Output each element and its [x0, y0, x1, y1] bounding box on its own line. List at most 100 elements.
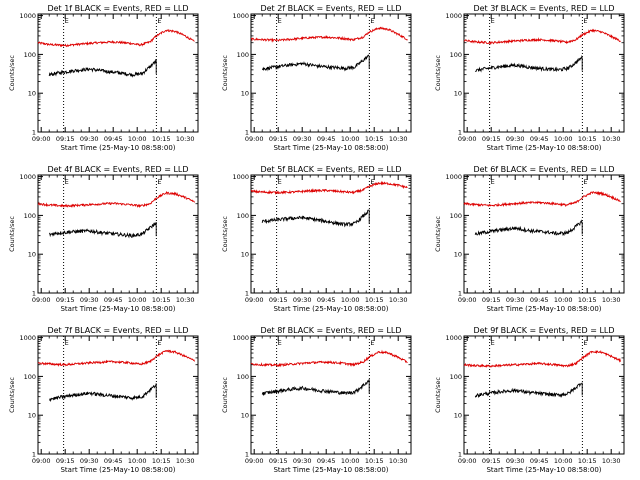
y-tick-label: 10: [28, 412, 36, 420]
y-tick-label: 100: [24, 51, 36, 59]
time-marker-label: E: [65, 17, 69, 25]
y-tick-label: 1000: [19, 12, 36, 20]
detector-panel-1: Det 1f BLACK = Events, RED = LLD 1 10 100 10…: [8, 4, 199, 152]
detector-panel-2: Det 2f BLACK = Events, RED = LLD 1 10 100 10…: [221, 4, 412, 152]
x-tick-label: 09:30: [293, 457, 312, 465]
y-tick-label: 100: [450, 373, 462, 381]
panel-title: Det 6f BLACK = Events, RED = LLD: [473, 165, 614, 174]
y-tick-label: 1000: [19, 173, 36, 181]
x-tick-label: 10:15: [152, 135, 171, 143]
x-axis-label: Start Time (25-May-10 08:58:00): [486, 466, 601, 474]
x-tick-label: 09:30: [293, 296, 312, 304]
detector-panel-9: Det 9f BLACK = Events, RED = LLD 1 10 100 10…: [434, 326, 625, 474]
panel-title: Det 1f BLACK = Events, RED = LLD: [47, 4, 188, 13]
x-tick-label: 09:15: [269, 457, 288, 465]
plot-frame: [250, 335, 412, 455]
x-axis-label: Start Time (25-May-10 08:58:00): [60, 144, 175, 152]
x-tick-label: 09:15: [269, 135, 288, 143]
plot-frame: [463, 335, 625, 455]
time-marker-label: E: [583, 178, 587, 186]
y-tick-label: 10: [241, 412, 249, 420]
x-tick-label: 10:00: [128, 135, 147, 143]
time-marker-label: E: [65, 339, 69, 347]
y-tick-label: 100: [237, 51, 249, 59]
y-axis-label: Counts/sec: [434, 377, 442, 413]
x-tick-label: 10:30: [176, 135, 195, 143]
series-lld-line: [37, 190, 195, 209]
series-events-line: [474, 54, 583, 73]
series-lld-line: [463, 190, 621, 208]
x-axis-label: Start Time (25-May-10 08:58:00): [60, 305, 175, 313]
x-tick-label: 10:00: [554, 296, 573, 304]
y-axis-label: Counts/sec: [434, 216, 442, 252]
series-lld-line: [250, 349, 408, 368]
y-tick-label: 1: [458, 129, 462, 137]
y-axis-label: Counts/sec: [8, 216, 16, 252]
y-tick-label: 1: [32, 451, 36, 459]
x-tick-label: 09:15: [482, 457, 501, 465]
x-tick-label: 09:00: [32, 457, 51, 465]
x-tick-label: 10:00: [341, 296, 360, 304]
x-tick-label: 10:30: [602, 457, 621, 465]
x-tick-label: 09:15: [56, 135, 75, 143]
y-tick-label: 100: [237, 373, 249, 381]
series-lld-line: [37, 349, 195, 367]
x-tick-label: 10:30: [176, 296, 195, 304]
x-tick-label: 10:15: [578, 296, 597, 304]
x-tick-label: 10:00: [128, 457, 147, 465]
panel-title: Det 8f BLACK = Events, RED = LLD: [260, 326, 401, 335]
x-tick-label: 09:30: [506, 296, 525, 304]
x-tick-label: 10:00: [554, 135, 573, 143]
y-tick-label: 1: [32, 290, 36, 298]
x-tick-label: 09:30: [80, 457, 99, 465]
x-tick-label: 09:00: [458, 457, 477, 465]
y-axis-label: Counts/sec: [8, 55, 16, 91]
x-tick-label: 10:30: [389, 135, 408, 143]
panel-title: Det 4f BLACK = Events, RED = LLD: [47, 165, 188, 174]
x-tick-label: 10:15: [152, 457, 171, 465]
y-tick-label: 1000: [445, 334, 462, 342]
plot-frame: [37, 335, 199, 455]
plot-frame: [463, 13, 625, 133]
plot-frame: [250, 13, 412, 133]
x-tick-label: 09:00: [245, 457, 264, 465]
time-marker-label: E: [583, 339, 587, 347]
x-tick-label: 09:00: [245, 135, 264, 143]
x-tick-label: 09:00: [32, 296, 51, 304]
panel-title: Det 9f BLACK = Events, RED = LLD: [473, 326, 614, 335]
time-marker-label: E: [370, 339, 374, 347]
detector-panel-8: Det 8f BLACK = Events, RED = LLD 1 10 100 10…: [221, 326, 412, 474]
y-tick-label: 10: [241, 90, 249, 98]
x-tick-label: 09:00: [458, 135, 477, 143]
x-tick-label: 09:15: [56, 457, 75, 465]
time-marker-label: E: [157, 339, 161, 347]
x-axis-label: Start Time (25-May-10 08:58:00): [486, 144, 601, 152]
y-axis-label: Counts/sec: [8, 377, 16, 413]
plot-frame: [37, 13, 199, 133]
x-tick-label: 09:45: [530, 296, 549, 304]
x-tick-label: 09:45: [530, 457, 549, 465]
x-tick-label: 10:15: [365, 457, 384, 465]
x-tick-label: 10:30: [176, 457, 195, 465]
x-tick-label: 10:15: [578, 135, 597, 143]
panel-title: Det 7f BLACK = Events, RED = LLD: [47, 326, 188, 335]
detector-panel-6: Det 6f BLACK = Events, RED = LLD 1 10 100 10…: [434, 165, 625, 313]
time-marker-label: E: [157, 178, 161, 186]
y-tick-label: 1: [458, 451, 462, 459]
x-tick-label: 09:45: [317, 457, 336, 465]
x-tick-label: 10:15: [578, 457, 597, 465]
x-tick-label: 09:45: [530, 135, 549, 143]
x-axis-label: Start Time (25-May-10 08:58:00): [60, 466, 175, 474]
x-tick-label: 09:30: [80, 135, 99, 143]
x-tick-label: 10:15: [152, 296, 171, 304]
detector-panel-7: Det 7f BLACK = Events, RED = LLD 1 10 100 10…: [8, 326, 199, 474]
series-lld-line: [37, 28, 195, 48]
y-tick-label: 1: [32, 129, 36, 137]
y-tick-label: 10: [454, 90, 462, 98]
time-marker-label: E: [278, 178, 282, 186]
y-axis-label: Counts/sec: [221, 55, 229, 91]
x-tick-label: 10:30: [389, 457, 408, 465]
x-tick-label: 09:15: [269, 296, 288, 304]
time-marker-label: E: [491, 178, 495, 186]
